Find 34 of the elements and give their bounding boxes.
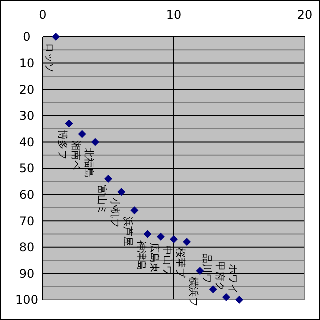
x-tick-label: 0: [39, 8, 47, 22]
annotation: 横浜フ: [188, 277, 200, 308]
annotation: ロッソ: [44, 43, 55, 73]
annotation: 富山ミ: [96, 185, 108, 216]
annotation: 甲府ク: [214, 261, 226, 292]
y-tick-label: 50: [19, 162, 35, 176]
point: [170, 236, 178, 244]
x-tick-label: 10: [166, 8, 182, 22]
point: [144, 230, 152, 238]
annotation: ホワイ: [227, 264, 238, 294]
point: [236, 296, 244, 304]
point: [78, 130, 86, 138]
point: [118, 188, 126, 196]
point: [156, 232, 165, 241]
y-tick-label: 100: [16, 293, 38, 308]
y-tick-label: 70: [19, 214, 35, 228]
y-tick-label: 90: [19, 266, 35, 281]
y-tick-label: 60: [19, 188, 35, 202]
y-tick-label: 40: [19, 135, 35, 150]
point: [65, 120, 74, 128]
y-tick-label: 80: [19, 240, 35, 255]
point: [130, 206, 139, 215]
y-tick-label: 30: [19, 109, 35, 124]
point: [222, 293, 230, 302]
annotation: 品川ワ: [200, 253, 213, 284]
point: [52, 33, 60, 41]
x-tick-label: 20: [297, 8, 313, 22]
point: [183, 238, 192, 246]
point: [91, 138, 100, 146]
y-tick-label: 10: [19, 56, 35, 70]
y-tick-label: 0: [23, 30, 31, 44]
y-tick-label: 20: [19, 82, 35, 97]
annotation: 北福島: [82, 148, 95, 178]
point: [104, 175, 112, 184]
